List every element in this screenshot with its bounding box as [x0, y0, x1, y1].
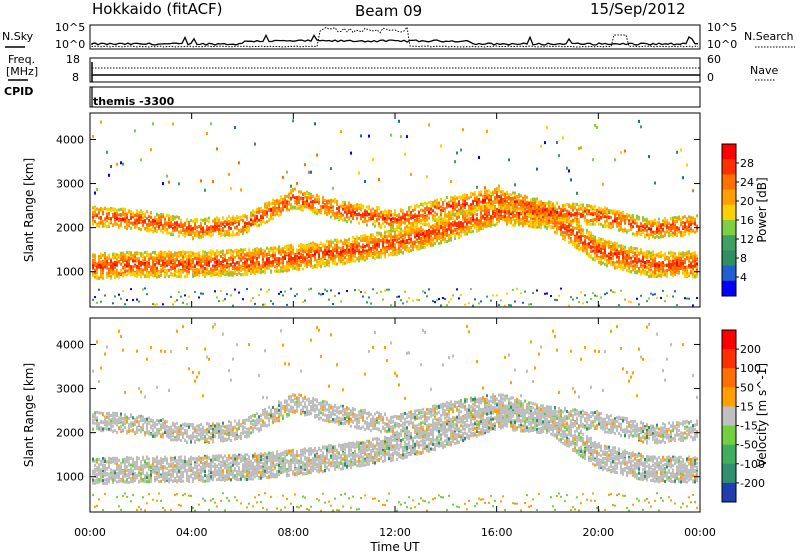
colorbar-tick-label: 100	[740, 362, 761, 375]
nsearch-label: N.Search	[744, 30, 794, 43]
freq-label: Freq.	[8, 53, 36, 66]
y-tick-label: 4000	[56, 133, 84, 146]
colorbar-tick-label: -15	[740, 420, 758, 433]
nave-tick-top: 60	[707, 53, 721, 66]
noise-panel	[5, 24, 795, 50]
nave-label: Nave	[750, 64, 779, 77]
power-colorbar: 28 24 20 16 12 8 4	[721, 143, 754, 297]
y-tick-label: 2000	[56, 427, 84, 440]
nsky-label: N.Sky	[2, 30, 34, 43]
colorbar-tick-label: 28	[740, 157, 754, 170]
noise-tick-bottom-right: 10^0	[707, 38, 738, 51]
colorbar-tick-label: 20	[740, 195, 754, 208]
velocity-ylabel: Slant Range [km]	[22, 363, 36, 467]
time-axis: 00:00 04:00 08:00 12:00 16:00 20:00 00:00	[74, 526, 716, 539]
velocity-colorbar-label: Velocity [m s^-1]	[755, 363, 769, 467]
power-colorbar-label: Power [dB]	[755, 177, 769, 242]
colorbar-tick-label: -100	[740, 458, 765, 471]
colorbar-tick-label: -200	[740, 477, 765, 490]
colorbar-tick-label: 50	[740, 381, 754, 394]
x-tick-label: 00:00	[684, 526, 716, 539]
cpid-value: themis -3300	[93, 95, 175, 108]
cpid-label: CPID	[4, 85, 34, 98]
freq-panel	[8, 57, 775, 83]
colorbar-tick-label: 16	[740, 214, 754, 227]
x-tick-label: 16:00	[481, 526, 513, 539]
nave-tick-bottom: 0	[707, 71, 714, 84]
x-tick-label: 12:00	[379, 526, 411, 539]
date-title: 15/Sep/2012	[590, 0, 686, 18]
velocity-colorbar: 200 100 50 15 -15 -50 -100 -200	[721, 329, 765, 503]
x-tick-label: 04:00	[176, 526, 208, 539]
colorbar-tick-label: 8	[740, 252, 747, 265]
y-tick-label: 1000	[56, 266, 84, 279]
time-axis-label: Time UT	[369, 540, 420, 554]
y-tick-label: 2000	[56, 222, 84, 235]
beam-title: Beam 09	[355, 2, 423, 20]
power-ylabel: Slant Range [km]	[22, 158, 36, 262]
colorbar-tick-label: 12	[740, 233, 754, 246]
colorbar-tick-label: 200	[740, 343, 761, 356]
y-tick-label: 1000	[56, 471, 84, 484]
x-tick-label: 20:00	[582, 526, 614, 539]
velocity-panel: 1000 2000 3000 4000	[56, 317, 701, 513]
freq-unit-label: [MHz]	[6, 65, 39, 78]
freq-tick-bottom: 8	[72, 71, 79, 84]
colorbar-tick-label: 4	[740, 271, 747, 284]
cpid-panel	[89, 86, 701, 108]
colorbar-tick-label: -50	[740, 439, 758, 452]
x-tick-label: 08:00	[277, 526, 309, 539]
colorbar-tick-label: 24	[740, 176, 754, 189]
noise-tick-top-right: 10^5	[707, 21, 738, 34]
noise-tick-bottom: 10^0	[55, 38, 86, 51]
colorbar-tick-label: 15	[740, 400, 754, 413]
freq-tick-top: 18	[66, 53, 80, 66]
y-tick-label: 3000	[56, 383, 84, 396]
noise-tick-top: 10^5	[55, 21, 86, 34]
y-tick-label: 4000	[56, 338, 84, 351]
station-title: Hokkaido (fitACF)	[92, 0, 223, 18]
y-tick-label: 3000	[56, 178, 84, 191]
power-panel: 1000 2000 3000 4000	[56, 112, 701, 308]
x-tick-label: 00:00	[74, 526, 106, 539]
